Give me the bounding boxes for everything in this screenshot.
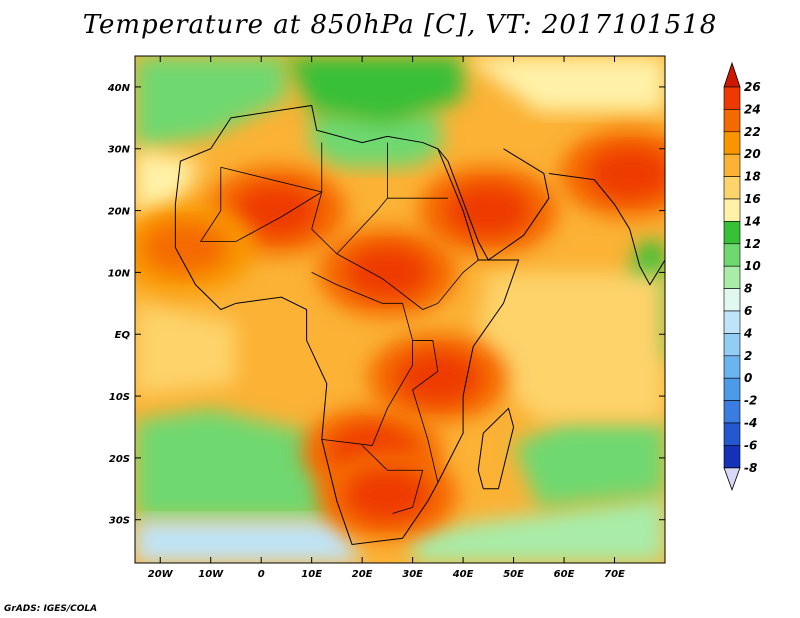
x-tick-label: 40E [452,569,474,580]
hot-core-0 [234,184,319,237]
africa-coastline [174,104,520,545]
colorbar-label: -4 [744,416,757,430]
field-region-8 [513,420,665,508]
colorbar-label: 2 [744,349,752,363]
y-tick-label: 40N [107,83,131,94]
colorbar-box [723,153,741,177]
colorbar-box [723,377,741,401]
field-region-3 [286,56,464,125]
colorbar-label: 8 [744,282,752,296]
colorbar-label: 10 [744,259,761,273]
field-region-6 [135,519,363,563]
chart-title: Temperature at 850hPa [C], VT: 201710151… [82,10,718,40]
asia-coastline [548,172,665,286]
colorbar-box [723,243,741,267]
colorbar-label: -8 [744,461,757,475]
colorbar-box [723,333,741,357]
country-border-3 [412,340,439,483]
x-axis: 20W 10W 0 10E 20E 30E 40E 50E 60E 70E [148,56,625,580]
country-border-1 [336,253,479,310]
y-tick-label: EQ [115,330,131,341]
colorbar-label: 12 [744,237,761,251]
colorbar-box [723,176,741,200]
field-region-11 [473,272,665,421]
field-region-5 [135,408,337,520]
colorbar-label: -6 [744,438,757,452]
field-region-0 [135,56,287,149]
x-tick-label: 70E [604,569,625,580]
temperature-field [135,56,665,563]
country-border-7 [220,142,323,193]
x-tick-label: 0 [258,569,265,580]
hot-core-1 [345,246,430,299]
hot-core-2 [446,184,531,237]
colorbar-box [723,422,741,446]
field-region-10 [135,303,236,397]
colorbar-box [723,265,741,289]
colorbar-label: 24 [744,102,761,116]
colorbar-label: 20 [744,147,761,161]
x-tick-label: 50E [503,569,524,580]
country-border-4 [361,445,424,514]
y-tick-label: 30S [109,516,130,527]
x-tick-label: 20E [352,569,373,580]
colorbar-box [723,198,741,222]
grads-credit: GrADS: IGES/COLA [4,604,98,614]
colorbar-label: 22 [744,125,761,139]
hot-core-7 [143,221,228,274]
colorbar-label: 0 [744,371,752,385]
colorbar-label: 14 [744,214,761,228]
colorbar-label: 16 [744,192,761,206]
country-borders [174,104,665,545]
field-region-2 [311,111,443,168]
colorbar-label: 6 [744,304,752,318]
x-tick-label: 10W [198,569,224,580]
country-border-0 [199,167,388,255]
colorbar-box [723,109,741,133]
hot-core-6 [395,351,480,404]
colorbar-box [723,400,741,424]
y-tick-label: 20S [109,454,130,465]
colorbar-box [723,445,741,469]
colorbar-box [723,288,741,312]
y-tick-label: 20N [108,207,131,218]
x-tick-label: 30E [402,569,423,580]
hot-core-3 [587,147,665,200]
arabia-coastline [437,148,550,261]
x-tick-label: 20W [148,569,174,580]
x-tick-label: 10E [301,569,322,580]
y-tick-label: 30N [108,145,131,156]
y-tick-label: 10S [109,392,130,403]
colorbar-bottom-arrow [723,467,741,491]
plot-frame [134,55,666,564]
colorbar-box [723,355,741,379]
y-tick-label: 10N [108,268,131,279]
colorbar-box [723,131,741,155]
colorbar-label: 4 [743,326,752,340]
hot-core-5 [345,468,430,521]
field-region-4 [463,56,665,112]
y-axis: 40N 30N 20N 10N EQ 10S 20S 30S [107,83,665,527]
colorbar-label: -2 [744,394,757,408]
colorbar-box [723,86,741,110]
colorbar-box [723,310,741,334]
colorbar-top-arrow [723,61,741,88]
field-region-7 [412,494,665,563]
colorbar-box [723,221,741,245]
colorbar-label: 26 [744,80,761,94]
colorbar-label: 18 [744,170,761,184]
madagascar-coastline [477,407,515,490]
x-tick-label: 60E [554,569,575,580]
